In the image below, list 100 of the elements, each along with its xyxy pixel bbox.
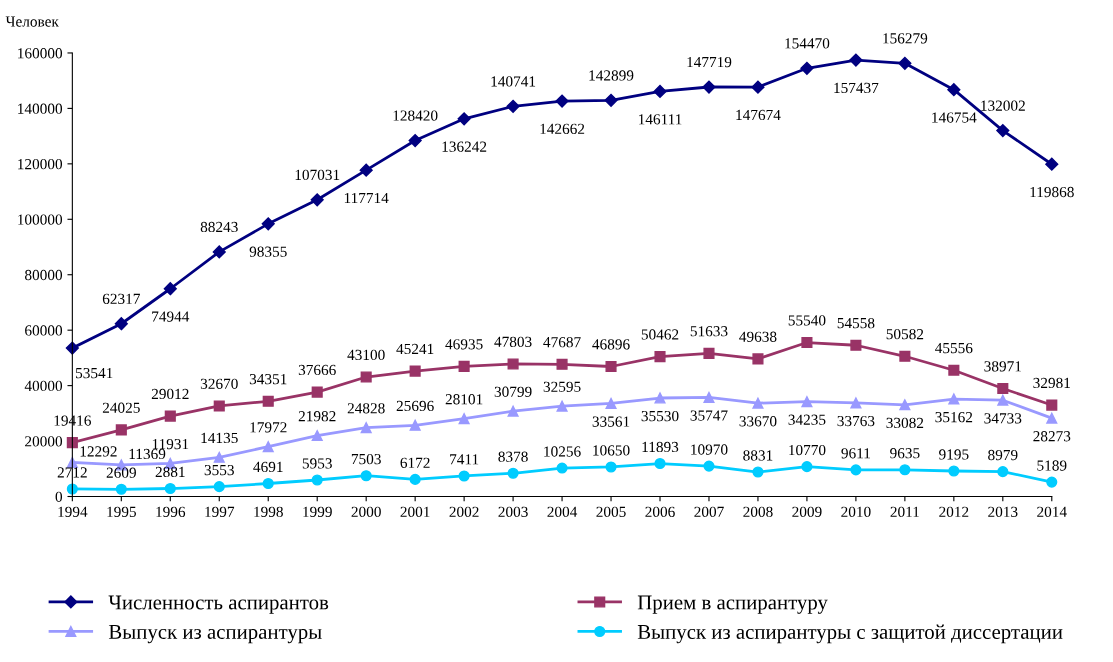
x-tick-label: 2012 — [939, 506, 969, 517]
point — [262, 395, 274, 407]
data-label: 62317 — [102, 293, 140, 304]
data-label: 147719 — [687, 56, 732, 68]
point — [752, 397, 764, 409]
point — [703, 347, 715, 359]
data-label: 10970 — [691, 444, 728, 455]
point — [1045, 157, 1059, 171]
x-tick-label: 2010 — [841, 506, 871, 517]
point — [213, 481, 225, 493]
point — [457, 112, 471, 126]
data-label: 46935 — [445, 339, 483, 350]
x-tick-label: 2000 — [351, 506, 381, 517]
point — [899, 350, 911, 362]
point — [654, 457, 666, 470]
data-label: 47687 — [543, 337, 581, 348]
point — [115, 483, 127, 495]
point — [311, 430, 323, 442]
x-tick-label: 2001 — [400, 506, 430, 517]
data-label: 38971 — [984, 361, 1021, 372]
data-label: 54558 — [837, 317, 875, 329]
data-label: 43100 — [347, 349, 385, 361]
data-label: 146754 — [932, 112, 977, 123]
data-label: 6172 — [400, 457, 430, 468]
x-tick-label: 2002 — [449, 506, 479, 517]
data-label: 51633 — [690, 326, 728, 337]
data-label: 147674 — [736, 109, 781, 121]
point — [801, 396, 813, 408]
data-label: 55540 — [788, 315, 826, 326]
data-label: 7411 — [450, 454, 479, 465]
point — [947, 83, 961, 97]
data-label: 3553 — [204, 464, 234, 476]
data-label: 32670 — [200, 378, 238, 389]
x-tick-label: 2013 — [988, 506, 1018, 517]
legend-label: Численность аспирантов — [108, 595, 329, 614]
point — [899, 464, 911, 476]
point — [899, 399, 911, 411]
point — [948, 393, 960, 405]
data-label: 37666 — [298, 364, 336, 376]
data-label: 117714 — [344, 192, 389, 204]
y-tick-label: 60000 — [25, 325, 63, 336]
data-label: 8979 — [988, 449, 1018, 461]
point — [164, 482, 176, 495]
data-label: 140741 — [491, 76, 536, 87]
point — [507, 358, 519, 370]
point — [1046, 476, 1058, 488]
y-tick-label: 160000 — [18, 48, 63, 59]
data-label: 11369 — [129, 448, 166, 460]
point — [948, 465, 960, 477]
point — [262, 441, 274, 453]
legend-label: Прием в аспирантуру — [637, 595, 828, 614]
point — [702, 80, 716, 94]
point — [507, 405, 519, 417]
data-label: 11893 — [642, 441, 679, 453]
point — [556, 400, 568, 412]
x-tick-label: 1994 — [58, 506, 88, 517]
x-tick-label: 1995 — [107, 506, 136, 517]
data-label: 9611 — [841, 448, 870, 459]
data-label: 17972 — [250, 422, 287, 433]
point — [703, 460, 715, 472]
legend-label: Выпуск из аспирантуры с защитой диссертации — [637, 624, 1063, 644]
point — [163, 282, 177, 296]
x-tick-label: 2008 — [743, 506, 773, 517]
data-label: 157437 — [834, 82, 879, 94]
data-label: 29012 — [151, 388, 189, 400]
y-tick-label: 0 — [55, 491, 63, 502]
point — [751, 80, 765, 94]
data-label: 35747 — [690, 410, 728, 421]
point — [604, 93, 618, 107]
data-label: 45556 — [935, 342, 973, 354]
point — [605, 360, 617, 373]
point — [164, 410, 176, 422]
data-label: 136242 — [442, 141, 487, 152]
data-label: 4691 — [253, 461, 283, 473]
data-label: 21982 — [298, 411, 336, 422]
x-tick-label: 2009 — [792, 506, 822, 517]
legend-label: Выпуск из аспирантуры — [108, 625, 322, 644]
data-label: 10770 — [789, 444, 826, 456]
point — [115, 424, 127, 436]
data-label: 9635 — [890, 448, 920, 459]
x-tick-label: 2011 — [890, 506, 919, 517]
data-label: 2609 — [106, 467, 136, 478]
point — [262, 477, 274, 490]
point — [850, 339, 862, 351]
point — [654, 392, 666, 404]
point — [360, 371, 372, 383]
data-label: 12292 — [80, 446, 117, 457]
point — [1046, 412, 1058, 424]
data-label: 14135 — [201, 432, 238, 444]
data-label: 142899 — [589, 70, 634, 81]
data-label: 35530 — [641, 410, 679, 422]
point — [360, 470, 372, 482]
point — [213, 451, 225, 463]
data-label: 142662 — [540, 123, 585, 134]
data-label: 53541 — [76, 368, 113, 379]
point — [653, 84, 667, 99]
point — [556, 358, 568, 370]
point — [850, 397, 862, 409]
point — [801, 336, 813, 349]
point — [605, 461, 617, 473]
